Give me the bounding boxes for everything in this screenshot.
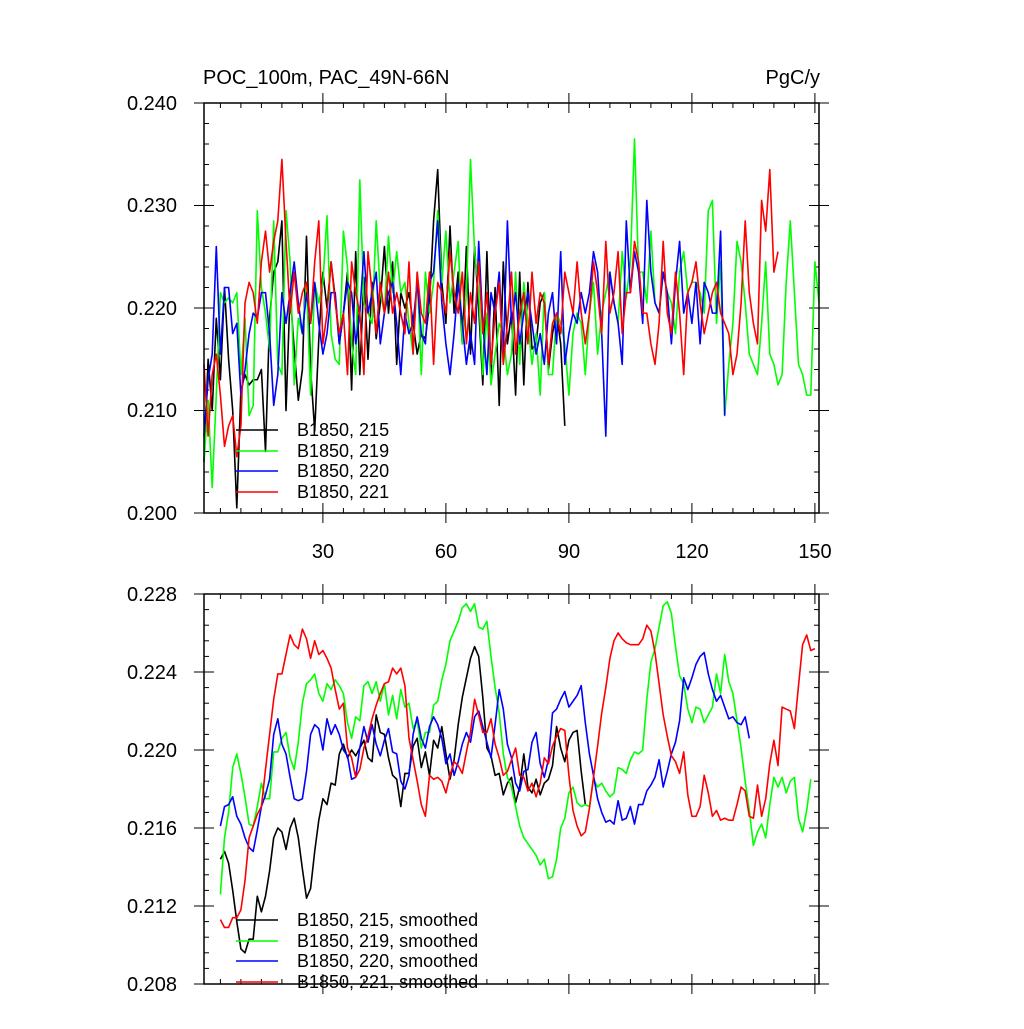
top-ytick-label: 0.200 [127, 503, 177, 525]
top-xtick-label: 90 [558, 541, 580, 563]
bottom-axis-ticks [194, 584, 829, 994]
top-plot-frame [203, 102, 820, 514]
legend-label-219-smoothed: B1850, 219, smoothed [297, 931, 478, 951]
bottom-plot-frame [203, 593, 820, 985]
legend-label-219: B1850, 219 [297, 441, 389, 461]
top-ytick-label: 0.230 [127, 195, 177, 217]
top-title-left: POC_100m, PAC_49N-66N [203, 67, 449, 89]
top-title-right: PgC/y [766, 67, 820, 89]
legend-label-220: B1850, 220 [297, 461, 389, 481]
top-ytick-label: 0.210 [127, 400, 177, 422]
bottom-panel: 0.228 0.224 0.220 0.216 0.212 0.208 B185… [127, 584, 829, 996]
top-series-line-2 [203, 199, 726, 437]
bottom-series-line-0 [219, 645, 587, 954]
bottom-series-lines [219, 600, 816, 954]
bottom-ytick-label: 0.224 [127, 662, 177, 684]
bottom-series-line-1 [219, 600, 812, 895]
top-xtick-label: 60 [435, 541, 457, 563]
bottom-series-line-3 [219, 624, 816, 929]
top-ytick-label: 0.240 [127, 93, 177, 115]
top-series-lines [203, 138, 820, 509]
bottom-ytick-label: 0.228 [127, 584, 177, 606]
top-xtick-label: 150 [798, 541, 831, 563]
top-ytick-label: 0.220 [127, 298, 177, 320]
top-legend: B1850, 215 B1850, 219 B1850, 220 B1850, … [236, 420, 389, 502]
top-panel: POC_100m, PAC_49N-66N PgC/y 0.240 0.230 … [127, 67, 832, 563]
bottom-series-line-2 [219, 651, 751, 853]
bottom-legend: B1850, 215, smoothed B1850, 219, smoothe… [236, 910, 478, 992]
legend-label-215-smoothed: B1850, 215, smoothed [297, 910, 478, 930]
top-series-line-3 [203, 158, 779, 458]
bottom-ytick-label: 0.208 [127, 974, 177, 996]
bottom-ytick-label: 0.212 [127, 896, 177, 918]
top-xtick-label: 30 [312, 541, 334, 563]
legend-label-215: B1850, 215 [297, 420, 389, 440]
legend-label-221-smoothed: B1850, 221, smoothed [297, 972, 478, 992]
bottom-ytick-label: 0.216 [127, 818, 177, 840]
legend-label-221: B1850, 221 [297, 482, 389, 502]
legend-label-220-smoothed: B1850, 220, smoothed [297, 951, 478, 971]
bottom-ytick-label: 0.220 [127, 740, 177, 762]
top-xtick-label: 120 [675, 541, 708, 563]
